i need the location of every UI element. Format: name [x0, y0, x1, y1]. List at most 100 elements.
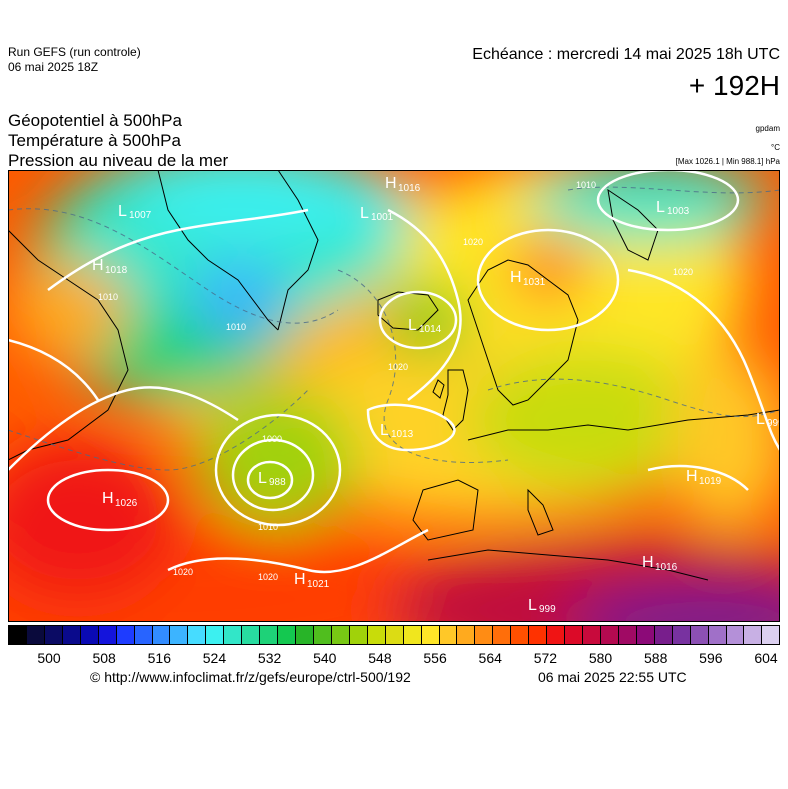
forecast-time: Echéance : mercredi 14 mai 2025 18h UTC — [472, 46, 780, 63]
isobars — [8, 170, 780, 574]
isobar-low-1013 — [366, 403, 456, 452]
colorbar-tick-label: 540 — [313, 650, 337, 666]
run-date: 06 mai 2025 18Z — [8, 60, 99, 74]
isobar-label: 1000 — [262, 434, 282, 444]
colorbar-swatch — [439, 626, 458, 644]
colorbar-tick-label: 524 — [202, 650, 227, 666]
svg-text:1007: 1007 — [129, 210, 152, 221]
isotherm-2 — [337, 269, 509, 463]
high-center: H 1019 — [686, 468, 722, 487]
greenland-coast-east — [277, 170, 319, 331]
colorbar-swatch — [511, 626, 530, 644]
colorbar-tick-label: 588 — [644, 650, 668, 666]
source-url[interactable]: © http://www.infoclimat.fr/z/gefs/europe… — [90, 669, 411, 685]
colorbar-swatch — [708, 626, 727, 644]
colorbar-swatch — [9, 626, 27, 644]
isobar-low-1014 — [378, 290, 458, 350]
colorbar-tick-label: 596 — [699, 650, 723, 666]
svg-text:1016: 1016 — [655, 562, 678, 573]
low-center: L 1003 — [656, 199, 690, 217]
low-center: L 1007 — [118, 203, 152, 221]
svg-text:999: 999 — [767, 418, 780, 429]
colorbar-swatch — [62, 626, 81, 644]
svg-text:L: L — [528, 597, 537, 614]
field-pressure: Pression au niveau de la mer — [8, 151, 229, 170]
high-center: H 1026 — [102, 490, 138, 509]
colorbar-swatch — [654, 626, 673, 644]
colorbar-swatch — [726, 626, 745, 644]
colorbar-swatch — [547, 626, 566, 644]
north-africa-coast — [427, 549, 709, 581]
colorbar-swatch — [331, 626, 350, 644]
isobar-label: 1010 — [226, 322, 246, 332]
isobar-low-988-outer — [214, 413, 342, 527]
colorbar-swatch — [98, 626, 117, 644]
colorbar-tick-label: 580 — [588, 650, 613, 666]
colorbar-swatch — [242, 626, 261, 644]
colorbar-swatch — [690, 626, 709, 644]
isobar-high-1019 — [647, 464, 749, 491]
colorbar-swatch — [762, 626, 780, 644]
isobar-high-1026 — [46, 468, 170, 532]
continental-coast — [467, 409, 780, 441]
colorbar-tick-label: 516 — [147, 650, 171, 666]
isotherm-1 — [8, 208, 339, 324]
colorbar-swatch — [278, 626, 296, 644]
high-center: H 1016 — [385, 175, 421, 194]
ireland-coast — [432, 379, 445, 399]
isobar-1020-south — [167, 528, 429, 574]
svg-text:H: H — [642, 554, 654, 571]
forecast-map: 1010 1020 1010 1020 1000 1010 1020 1020 … — [8, 170, 780, 622]
svg-text:1021: 1021 — [307, 579, 330, 590]
colorbar-tick-label: 572 — [533, 650, 558, 666]
svg-text:1013: 1013 — [391, 429, 414, 440]
svg-text:1001: 1001 — [371, 212, 394, 223]
svg-text:H: H — [385, 175, 397, 192]
field-geopotential: Géopotentiel à 500hPa — [8, 111, 182, 130]
colorbar-swatch — [188, 626, 207, 644]
colorbar-tick-label: 556 — [423, 650, 447, 666]
isobar-1010-west — [8, 338, 100, 401]
colorbar-swatch — [672, 626, 691, 644]
colorbar-swatch — [583, 626, 601, 644]
colorbar-swatch — [134, 626, 153, 644]
colorbar-swatch — [206, 626, 225, 644]
colorbar-swatch — [403, 626, 422, 644]
isobar-low-988-mid — [231, 438, 315, 512]
iberia-coast — [412, 479, 479, 541]
colorbar-tick-label: 548 — [368, 650, 392, 666]
colorbar-swatch — [600, 626, 619, 644]
colorbar-tick-label: 564 — [478, 650, 502, 666]
unit-pressure-range: [Max 1026.1 | Min 988.1] hPa — [675, 157, 780, 166]
isotherm-5 — [567, 186, 780, 194]
svg-text:L: L — [656, 199, 665, 216]
colorbar-swatch — [529, 626, 548, 644]
colorbar-swatch — [493, 626, 512, 644]
svg-text:L: L — [756, 411, 765, 428]
lead-time: + 192H — [688, 70, 780, 101]
isobar-1010-north — [47, 208, 309, 292]
colorbar-swatch — [260, 626, 279, 644]
colorbar-swatch — [618, 626, 637, 644]
isotherm-3 — [8, 389, 309, 471]
isobar-high-1031 — [476, 228, 620, 332]
low-center: L 988 — [258, 470, 286, 488]
colorbar-swatch — [636, 626, 655, 644]
unit-celsius: °C — [771, 143, 780, 152]
map-frame — [8, 170, 780, 622]
svg-text:H: H — [102, 490, 114, 507]
colorbar-swatch — [385, 626, 404, 644]
svg-text:1003: 1003 — [667, 206, 690, 217]
low-center: L 1001 — [360, 205, 394, 223]
svg-text:1019: 1019 — [699, 476, 722, 487]
isobar-label: 1020 — [673, 267, 693, 277]
colorbar-swatch — [457, 626, 476, 644]
high-center: H 1021 — [294, 571, 330, 590]
svg-text:L: L — [408, 317, 417, 334]
colorbar-swatch — [565, 626, 583, 644]
colorbar-swatch — [152, 626, 171, 644]
svg-text:H: H — [294, 571, 306, 588]
low-center: L 1013 — [380, 422, 414, 440]
